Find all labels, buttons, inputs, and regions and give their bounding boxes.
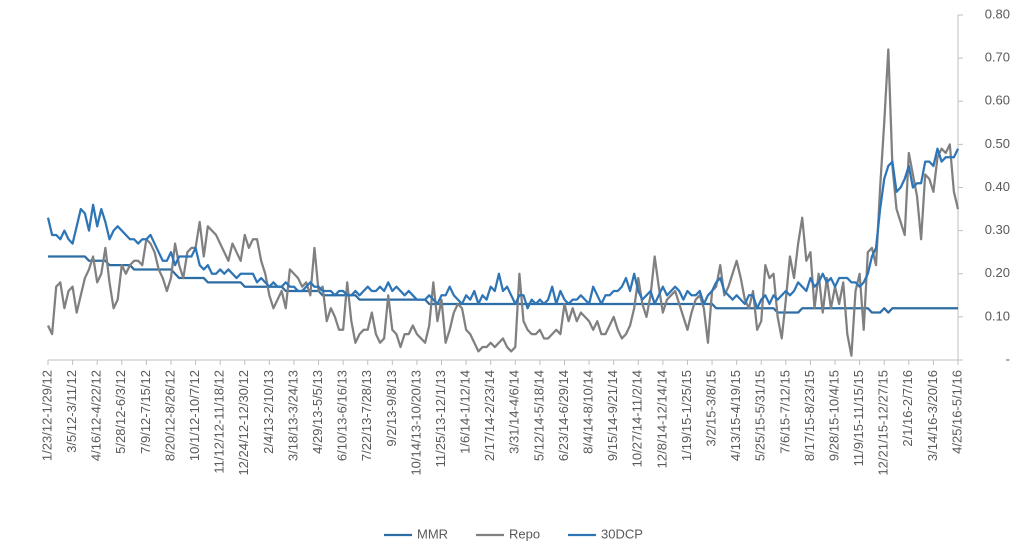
x-tick-label: 3/2/15-3/8/15 [703, 370, 718, 447]
x-tick-label: 1/19/15-1/25/15 [679, 370, 694, 461]
x-tick-label: 12/24/12-12/30/12 [236, 370, 251, 476]
x-tick-label: 6/23/14-6/29/14 [556, 370, 571, 461]
series-line [46, 147, 960, 310]
x-tick-label: 5/28/12-6/3/12 [113, 370, 128, 454]
x-tick-label: 9/15/14-9/21/14 [605, 370, 620, 461]
y-tick-label: 0.40 [985, 179, 1010, 194]
x-tick-label: 1/23/12-1/29/12 [39, 370, 54, 461]
x-tick-label: 5/12/14-5/18/14 [531, 370, 546, 461]
x-tick-label: 4/25/16-5/1/16 [949, 370, 964, 454]
x-tick-label: 6/10/13-6/16/13 [335, 370, 350, 461]
x-tick-label: 5/25/15-5/31/15 [753, 370, 768, 461]
x-tick-label: 9/2/13-9/8/13 [384, 370, 399, 447]
series-line [48, 255, 958, 314]
y-tick-label: 0.70 [985, 50, 1010, 65]
y-tick-label: 0.20 [985, 265, 1010, 280]
x-tick-label: 11/25/13-12/1/13 [433, 370, 448, 467]
x-tick-label: 2/17/14-2/23/14 [482, 370, 497, 461]
x-tick-label: 10/14/13-10/20/13 [408, 370, 423, 476]
x-tick-label: 11/12/12-11/18/12 [212, 370, 227, 474]
x-tick-label: 8/20/12-8/26/12 [162, 370, 177, 461]
legend-label: Repo [509, 526, 540, 541]
y-tick-label: 0.80 [985, 6, 1010, 21]
x-tick-label: 3/14/16-3/20/16 [925, 370, 940, 461]
x-tick-label: 7/6/15-7/12/15 [777, 370, 792, 454]
x-tick-label: 7/22/13-7/28/13 [359, 370, 374, 461]
x-tick-label: 8/17/15-8/23/15 [802, 370, 817, 461]
x-tick-label: 2/1/16-2/7/16 [900, 370, 915, 447]
legend-label: MMR [417, 526, 448, 541]
x-tick-label: 7/9/12-7/15/12 [138, 370, 153, 454]
x-tick-label: 11/9/15-11/15/15 [851, 370, 866, 466]
x-tick-label: 3/18/13-3/24/13 [285, 370, 300, 461]
x-tick-label: 10/1/12-10/7/12 [187, 370, 202, 461]
legend-label: 30DCP [601, 526, 643, 541]
x-tick-label: 10/27/14-11/2/14 [630, 370, 645, 467]
y-tick-label: 0.50 [985, 136, 1010, 151]
x-tick-label: 2/4/13-2/10/13 [261, 370, 276, 454]
x-tick-label: 3/5/12-3/11/12 [64, 370, 79, 453]
y-tick-label: 0.10 [985, 308, 1010, 323]
x-tick-label: 9/28/15-10/4/15 [826, 370, 841, 461]
y-tick-label: 0.30 [985, 222, 1010, 237]
x-tick-label: 8/4/14-8/10/14 [581, 370, 596, 454]
x-tick-label: 4/29/13-5/5/13 [310, 370, 325, 454]
x-tick-label: 3/31/14-4/6/14 [507, 370, 522, 454]
x-tick-label: 12/21/15-12/27/15 [876, 370, 891, 476]
x-tick-label: 1/6/14-1/12/14 [458, 370, 473, 454]
y-tick-label: - [1006, 351, 1010, 366]
x-tick-label: 4/16/12-4/22/12 [89, 370, 104, 461]
series-line [46, 48, 960, 357]
x-tick-label: 4/13/15-4/19/15 [728, 370, 743, 461]
x-tick-label: 12/8/14-12/14/14 [654, 370, 669, 468]
y-tick-label: 0.60 [985, 93, 1010, 108]
